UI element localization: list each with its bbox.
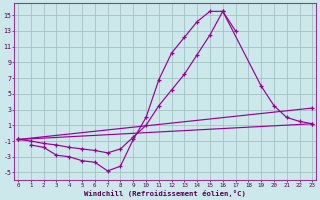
X-axis label: Windchill (Refroidissement éolien,°C): Windchill (Refroidissement éolien,°C) <box>84 190 246 197</box>
